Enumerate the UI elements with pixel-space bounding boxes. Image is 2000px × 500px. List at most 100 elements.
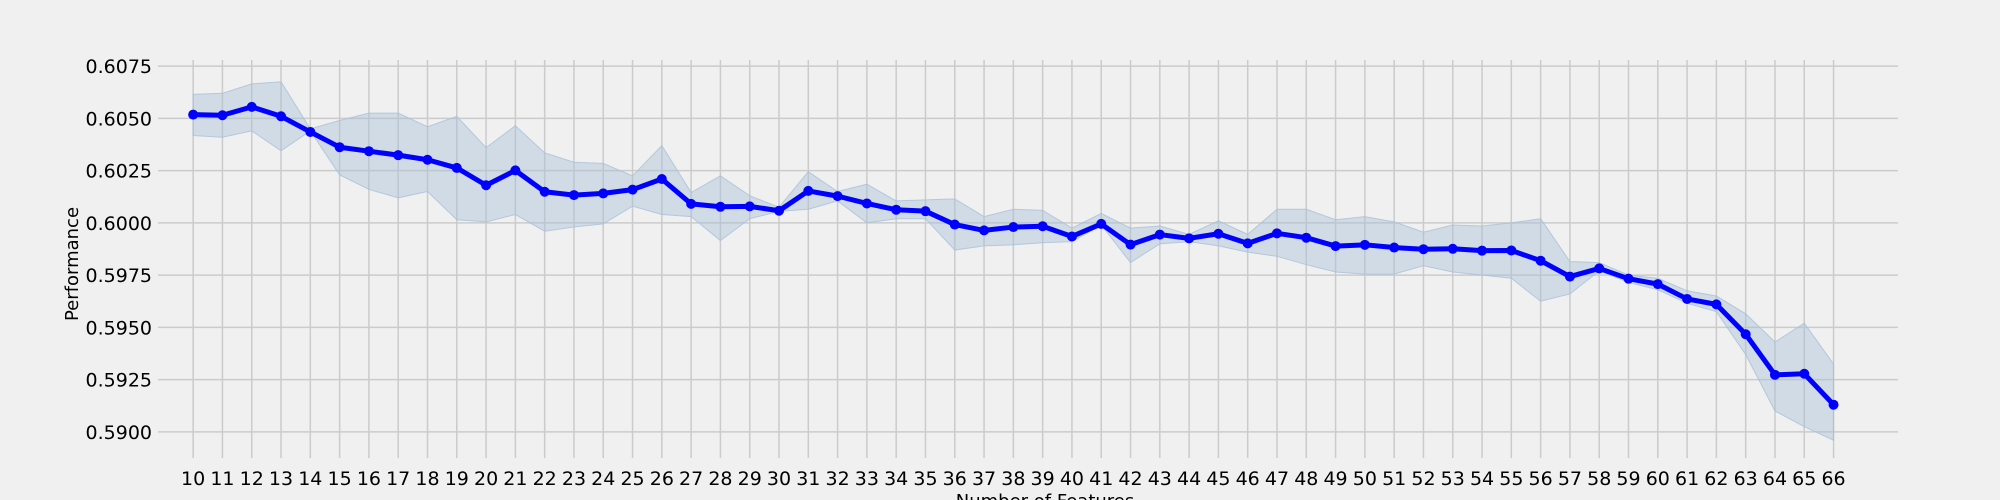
x-tick-label: 17 (386, 468, 410, 490)
data-point (1330, 241, 1341, 252)
x-tick-label: 21 (503, 468, 527, 490)
x-tick-label: 53 (1441, 468, 1465, 490)
data-point (861, 198, 872, 209)
confidence-band-layer (192, 81, 1835, 442)
x-tick-labels: 10 11 12 13 14 15 16 17 18 19 20 21 22 23 24 25 26 27 28 29… (181, 468, 1846, 490)
x-tick-label: 39 (1031, 468, 1055, 490)
data-point (451, 162, 462, 173)
data-point (393, 150, 404, 161)
x-tick-label: 23 (562, 468, 586, 490)
x-tick-label: 60 (1646, 468, 1670, 490)
x-tick-label: 56 (1529, 468, 1553, 490)
x-tick-label: 40 (1060, 468, 1084, 490)
data-point (1213, 228, 1224, 239)
data-point (1271, 228, 1282, 239)
data-point (1682, 293, 1693, 304)
x-tick-label: 57 (1558, 468, 1582, 490)
data-point (481, 180, 492, 191)
data-point (363, 146, 374, 157)
x-tick-label: 14 (298, 468, 322, 490)
x-tick-label: 34 (884, 468, 908, 490)
data-point (305, 126, 316, 137)
y-tick-label: 0.5925 (86, 370, 152, 392)
x-tick-label: 29 (738, 468, 762, 490)
x-tick-label: 12 (240, 468, 264, 490)
x-tick-label: 49 (1323, 468, 1347, 490)
x-tick-label: 19 (445, 468, 469, 490)
data-point (1506, 245, 1517, 256)
x-tick-label: 27 (679, 468, 703, 490)
x-tick-label: 59 (1616, 468, 1640, 490)
data-point (949, 219, 960, 230)
data-point (979, 225, 990, 236)
data-point (715, 201, 726, 212)
y-tick-label: 0.6050 (86, 108, 152, 130)
data-point (422, 154, 433, 165)
x-tick-label: 45 (1206, 468, 1230, 490)
x-tick-label: 15 (328, 468, 352, 490)
x-axis-label: Number of Features (956, 491, 1135, 500)
data-point (1711, 299, 1722, 310)
y-tick-labels: 0.5900 0.5925 0.5950 0.5975 0.6000 0.6025 0.60… (86, 56, 152, 444)
data-point (1359, 239, 1370, 250)
data-point (1301, 232, 1312, 243)
x-tick-label: 47 (1265, 468, 1289, 490)
data-point (1037, 221, 1048, 232)
x-tick-label: 64 (1763, 468, 1787, 490)
data-point (1652, 279, 1663, 290)
data-point (334, 142, 345, 153)
y-tick-label: 0.5950 (86, 317, 152, 339)
data-point (1477, 245, 1488, 256)
x-tick-label: 62 (1704, 468, 1728, 490)
data-point (1799, 368, 1810, 379)
data-point (1594, 263, 1605, 274)
x-tick-label: 65 (1792, 468, 1816, 490)
data-point (803, 185, 814, 196)
x-tick-label: 58 (1587, 468, 1611, 490)
x-tick-label: 18 (415, 468, 439, 490)
data-point (1623, 273, 1634, 284)
data-point (686, 198, 697, 209)
series-points-layer (188, 101, 1839, 410)
x-tick-label: 44 (1177, 468, 1201, 490)
data-point (1740, 329, 1751, 340)
x-tick-label: 11 (210, 468, 234, 490)
x-tick-label: 52 (1411, 468, 1435, 490)
data-point (568, 190, 579, 201)
data-point (246, 101, 257, 112)
confidence-band (192, 81, 1835, 442)
data-point (1828, 399, 1839, 410)
x-tick-label: 37 (972, 468, 996, 490)
x-tick-label: 32 (826, 468, 850, 490)
x-tick-label: 10 (181, 468, 205, 490)
data-point (744, 201, 755, 212)
y-axis-label: Performance (62, 207, 83, 321)
x-tick-label: 20 (474, 468, 498, 490)
x-tick-label: 24 (591, 468, 615, 490)
data-point (510, 165, 521, 176)
x-tick-label: 55 (1499, 468, 1523, 490)
data-point (1154, 229, 1165, 240)
x-tick-label: 13 (269, 468, 293, 490)
x-tick-label: 25 (620, 468, 644, 490)
data-point (1389, 242, 1400, 253)
data-point (774, 205, 785, 216)
y-tick-label: 0.5900 (86, 422, 152, 444)
data-point (539, 186, 550, 197)
data-point (1769, 369, 1780, 380)
data-point (1125, 239, 1136, 250)
x-tick-label: 50 (1353, 468, 1377, 490)
data-point (217, 110, 228, 121)
y-tick-label: 0.6025 (86, 161, 152, 183)
x-tick-label: 63 (1734, 468, 1758, 490)
data-point (1066, 231, 1077, 242)
x-tick-label: 31 (796, 468, 820, 490)
x-tick-label: 16 (357, 468, 381, 490)
y-tick-label: 0.6075 (86, 56, 152, 78)
data-point (1447, 243, 1458, 254)
data-point (1008, 222, 1019, 233)
y-tick-label: 0.6000 (86, 213, 152, 235)
data-point (1564, 271, 1575, 282)
x-tick-label: 30 (767, 468, 791, 490)
data-point (1418, 244, 1429, 255)
